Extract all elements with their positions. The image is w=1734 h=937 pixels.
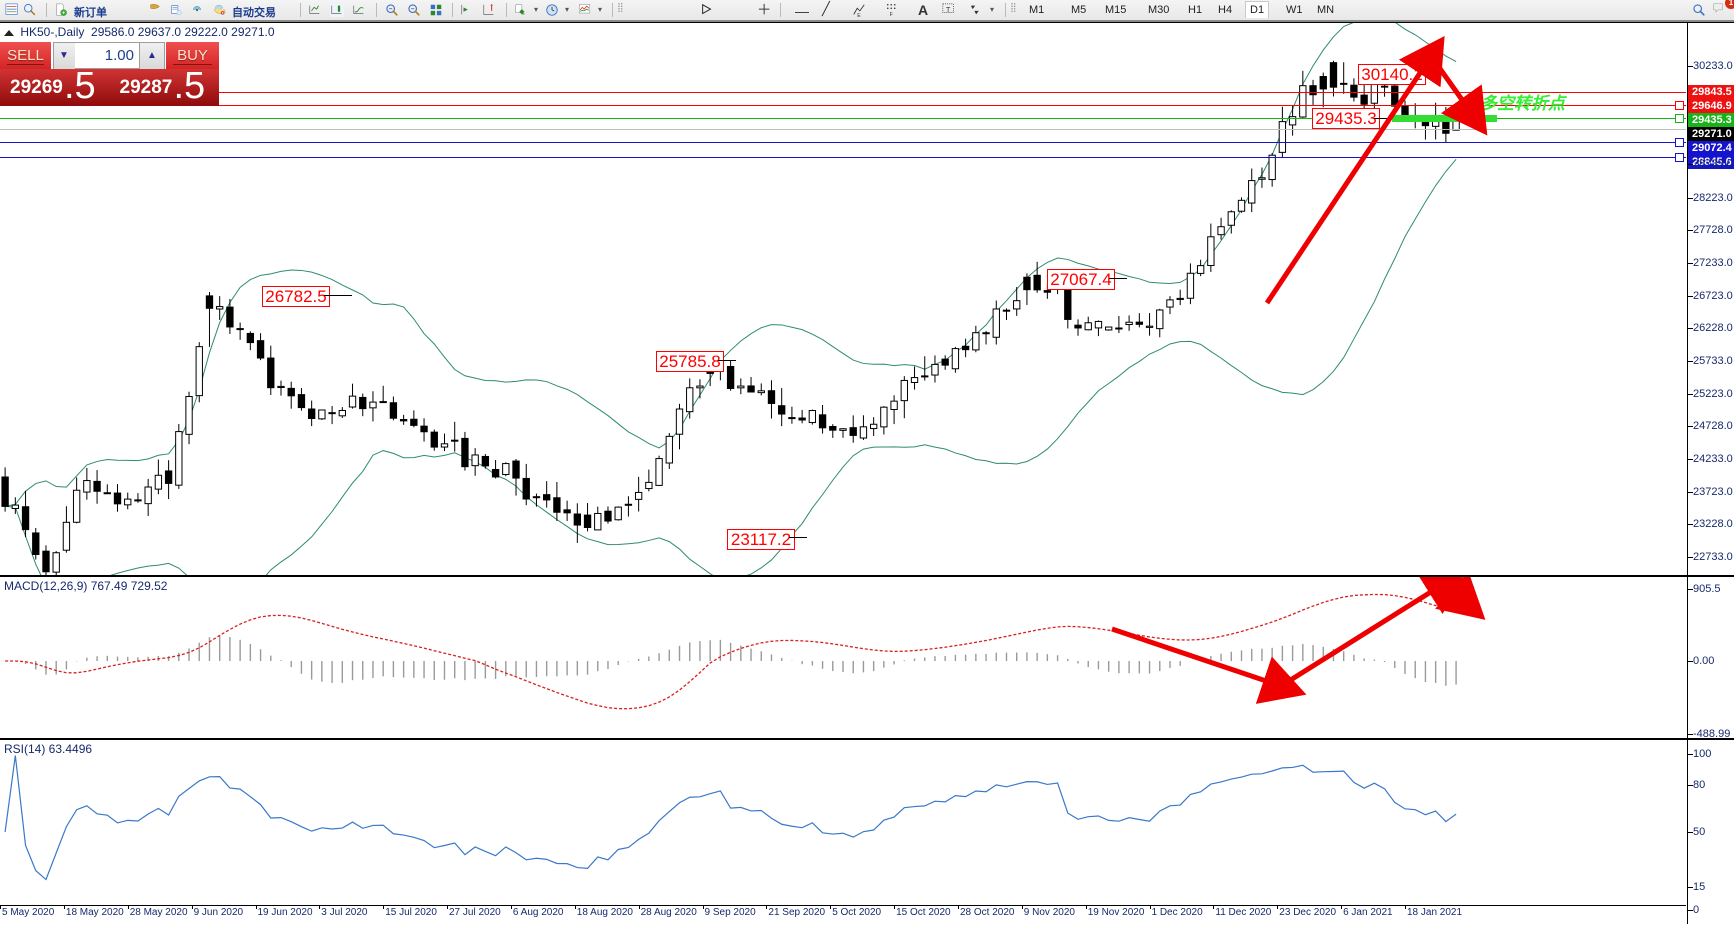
svg-text:F: F [890,12,893,17]
svg-text:T: T [946,7,951,14]
svg-text:E: E [857,13,861,17]
